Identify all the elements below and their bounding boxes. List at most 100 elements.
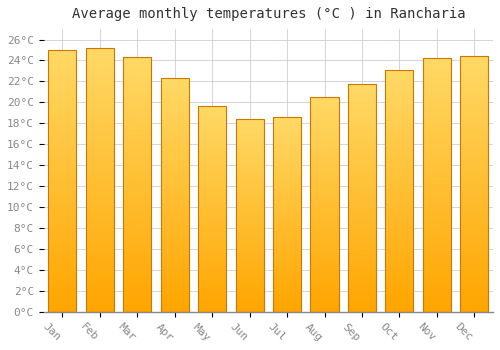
Bar [386, 181, 413, 184]
Bar [48, 225, 76, 228]
Bar [273, 177, 301, 180]
Bar [198, 310, 226, 312]
Bar [310, 245, 338, 247]
Bar [310, 145, 338, 147]
Bar [236, 250, 264, 252]
Bar [198, 122, 226, 124]
Bar [386, 271, 413, 273]
Bar [86, 164, 114, 167]
Bar [198, 231, 226, 233]
Bar [48, 87, 76, 89]
Bar [423, 193, 451, 195]
Bar [460, 289, 488, 292]
Bar [460, 133, 488, 135]
Bar [86, 238, 114, 241]
Bar [48, 260, 76, 262]
Bar [423, 259, 451, 261]
Bar [423, 216, 451, 218]
Bar [310, 295, 338, 297]
Bar [310, 151, 338, 153]
Bar [460, 258, 488, 261]
Bar [123, 197, 152, 200]
Bar [236, 139, 264, 140]
Bar [123, 96, 152, 98]
Bar [198, 275, 226, 277]
Bar [123, 103, 152, 106]
Bar [348, 200, 376, 202]
Bar [236, 256, 264, 258]
Bar [423, 236, 451, 238]
Bar [86, 188, 114, 190]
Bar [86, 264, 114, 267]
Bar [310, 168, 338, 170]
Bar [460, 164, 488, 166]
Bar [86, 304, 114, 307]
Bar [273, 306, 301, 308]
Bar [423, 160, 451, 162]
Bar [386, 295, 413, 298]
Bar [198, 215, 226, 217]
Bar [310, 250, 338, 252]
Bar [386, 232, 413, 234]
Bar [86, 296, 114, 299]
Bar [386, 264, 413, 266]
Bar [423, 165, 451, 167]
Bar [273, 136, 301, 139]
Bar [198, 207, 226, 209]
Bar [386, 128, 413, 131]
Bar [423, 134, 451, 137]
Bar [48, 160, 76, 163]
Bar [273, 232, 301, 234]
Bar [48, 123, 76, 126]
Bar [310, 117, 338, 119]
Bar [48, 158, 76, 160]
Bar [48, 170, 76, 173]
Bar [48, 197, 76, 199]
Bar [160, 97, 189, 99]
Bar [386, 70, 413, 312]
Bar [198, 279, 226, 281]
Bar [460, 131, 488, 133]
Bar [48, 220, 76, 223]
Bar [310, 217, 338, 219]
Bar [123, 281, 152, 284]
Bar [236, 208, 264, 210]
Bar [348, 273, 376, 275]
Bar [460, 87, 488, 90]
Bar [86, 114, 114, 117]
Bar [160, 258, 189, 260]
Bar [348, 152, 376, 154]
Bar [123, 141, 152, 144]
Bar [423, 99, 451, 102]
Bar [86, 204, 114, 206]
Bar [123, 215, 152, 218]
Bar [160, 307, 189, 310]
Bar [423, 208, 451, 210]
Bar [273, 298, 301, 300]
Bar [48, 262, 76, 265]
Bar [386, 113, 413, 116]
Bar [348, 177, 376, 180]
Bar [386, 225, 413, 227]
Bar [273, 121, 301, 123]
Bar [423, 248, 451, 251]
Bar [160, 225, 189, 228]
Bar [348, 122, 376, 125]
Bar [386, 254, 413, 256]
Bar [86, 64, 114, 66]
Bar [423, 238, 451, 241]
Bar [273, 129, 301, 131]
Bar [386, 174, 413, 176]
Bar [310, 97, 338, 312]
Bar [386, 307, 413, 309]
Bar [123, 299, 152, 302]
Bar [236, 177, 264, 179]
Bar [236, 185, 264, 187]
Bar [386, 79, 413, 82]
Bar [48, 278, 76, 280]
Bar [423, 203, 451, 205]
Bar [198, 116, 226, 118]
Bar [198, 211, 226, 213]
Bar [236, 150, 264, 152]
Bar [310, 204, 338, 207]
